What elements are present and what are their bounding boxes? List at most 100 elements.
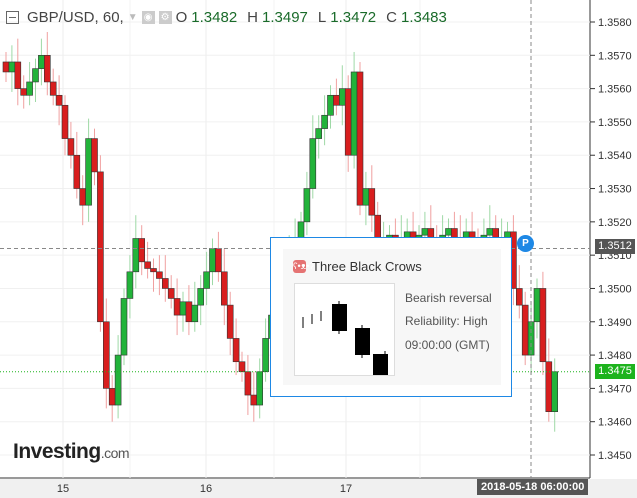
x-tick-label: 17 [340, 483, 352, 495]
y-tick-label: 1.3470 [598, 383, 632, 395]
candle [203, 271, 210, 289]
candle [362, 188, 370, 206]
candle [250, 394, 258, 406]
candle [545, 361, 553, 413]
dropdown-icon[interactable]: ▼ [127, 12, 138, 23]
close-value: 1.3483 [400, 9, 447, 26]
candle [338, 88, 346, 106]
candle [85, 138, 92, 206]
symbol-label[interactable]: GBP/USD, 60, [27, 9, 124, 26]
candle [2, 61, 10, 73]
candle [91, 138, 98, 173]
candle [61, 104, 69, 139]
candle [368, 188, 376, 216]
candle [55, 94, 63, 106]
candle [356, 71, 364, 206]
candle [445, 228, 452, 236]
pattern-reliability: Reliability: High [405, 314, 488, 328]
y-tick-label: 1.3560 [598, 84, 632, 96]
candle [327, 94, 334, 116]
candle [533, 288, 541, 323]
candle [138, 238, 145, 263]
candle [215, 248, 222, 273]
candle [350, 71, 358, 156]
candle [20, 88, 28, 96]
open-label: O [175, 9, 188, 26]
candle [49, 81, 57, 96]
candle [32, 68, 39, 83]
candle [315, 128, 323, 139]
x-tick-label: 15 [57, 483, 69, 495]
candle [486, 228, 494, 236]
candle [8, 61, 16, 73]
bear-icon: ʕ•ᴥ•ʔ [293, 260, 314, 273]
y-tick-label: 1.3570 [598, 50, 632, 62]
candle [73, 154, 81, 189]
y-tick-label: 1.3530 [598, 184, 632, 196]
candle [238, 361, 246, 373]
x-tick-label: 16 [200, 483, 212, 495]
candle [132, 238, 140, 273]
candle [162, 278, 169, 289]
candle [344, 88, 352, 156]
candle [43, 55, 51, 83]
candle [244, 371, 252, 396]
candle [144, 261, 151, 269]
y-tick-label: 1.3550 [598, 117, 632, 129]
candle [103, 321, 110, 389]
candle [539, 288, 547, 363]
pattern-marker[interactable]: P [517, 235, 534, 252]
candle [97, 171, 104, 323]
pattern-tooltip: ʕ•ᴥ•ʔ Three Black Crows Bearish reversal … [270, 237, 512, 397]
candle [120, 298, 128, 356]
chart-header: GBP/USD, 60, ▼ ◉ ⚙ O 1.3482 H 1.3497 L 1.34… [6, 9, 447, 26]
candle [209, 248, 216, 273]
open-value: 1.3482 [191, 9, 238, 26]
candle [191, 304, 199, 323]
candle [14, 61, 22, 89]
y-tick-label: 1.3490 [598, 317, 632, 329]
candle [303, 188, 311, 223]
eye-icon[interactable]: ◉ [141, 11, 155, 24]
gear-icon[interactable]: ⚙ [158, 11, 172, 24]
pattern-illustration [294, 283, 395, 384]
low-value: 1.3472 [330, 9, 377, 26]
candle [226, 304, 234, 339]
candle [197, 288, 204, 306]
y-tick-label: 1.3520 [598, 217, 632, 229]
y-tick-label: 1.3480 [598, 350, 632, 362]
candle [114, 354, 122, 406]
candle [79, 188, 86, 206]
candle [185, 301, 193, 323]
candle [297, 221, 305, 239]
current-price-label: 1.3475 [595, 364, 635, 379]
candle [551, 371, 559, 413]
y-tick-label: 1.3540 [598, 150, 632, 162]
candle [262, 338, 269, 373]
candle [515, 288, 523, 306]
crosshair-date-label: 2018-05-18 06:00:00 [477, 479, 589, 495]
candle [156, 271, 163, 279]
pattern-title: Three Black Crows [312, 259, 422, 274]
candle [421, 228, 429, 236]
high-value: 1.3497 [262, 9, 308, 26]
candle [232, 338, 240, 363]
candle [256, 371, 264, 406]
collapse-icon[interactable] [6, 11, 19, 24]
pattern-time: 09:00:00 (GMT) [405, 338, 490, 352]
close-label: C [386, 9, 397, 26]
y-tick-label: 1.3580 [598, 17, 632, 29]
candle [150, 268, 157, 273]
candle [321, 114, 328, 129]
crosshair-price-label: 1.3512 [595, 239, 635, 254]
candle [67, 138, 75, 156]
y-tick-label: 1.3500 [598, 283, 632, 295]
candle [108, 388, 116, 406]
candle [26, 81, 33, 96]
candle [309, 138, 317, 189]
investing-logo: Investing.com [13, 440, 130, 463]
candle [38, 55, 45, 69]
candle [173, 298, 181, 316]
high-label: H [247, 9, 259, 26]
